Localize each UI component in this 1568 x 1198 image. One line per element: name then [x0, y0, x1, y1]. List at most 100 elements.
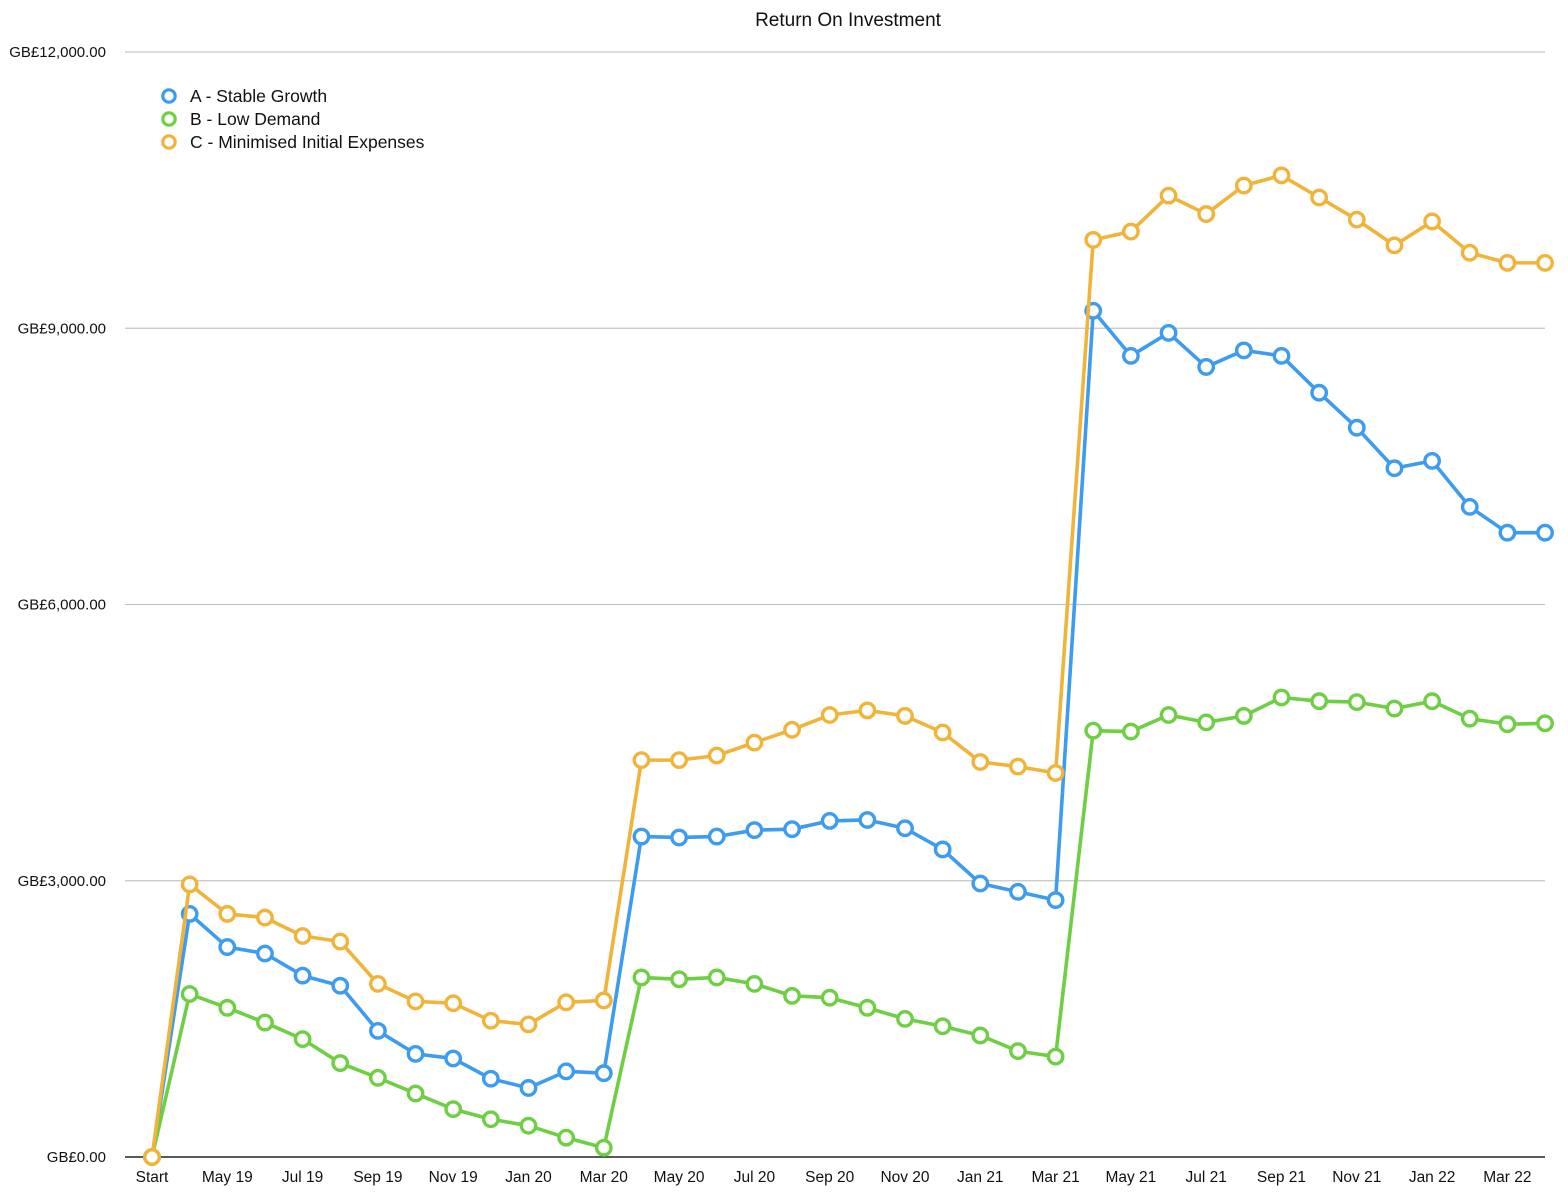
data-point	[519, 1116, 538, 1135]
data-point	[1536, 253, 1554, 272]
data-point	[557, 1062, 576, 1081]
data-point	[1197, 358, 1216, 376]
data-point	[971, 874, 990, 893]
data-point	[1498, 253, 1517, 272]
series-group	[143, 166, 1554, 1166]
data-point	[1122, 222, 1140, 241]
data-point	[331, 1054, 350, 1072]
y-tick-label: GB£6,000.00	[18, 597, 106, 614]
series-2	[143, 688, 1554, 1166]
data-point	[858, 998, 877, 1017]
data-point	[1046, 1047, 1065, 1066]
legend-label: A - Stable Growth	[190, 86, 327, 106]
data-point	[368, 1021, 387, 1040]
data-point	[820, 811, 839, 830]
data-point	[858, 701, 877, 720]
x-tick-label: Jul 20	[734, 1169, 776, 1186]
data-point	[745, 733, 764, 752]
x-axis-ticks: Start May 19 Jul 19 Sep 19 Nov 19 Jan 20 Mar 2…	[136, 1169, 1532, 1186]
data-point	[481, 1011, 500, 1030]
data-point	[1234, 341, 1253, 360]
x-tick-label: May 20	[654, 1169, 705, 1186]
data-point	[1159, 323, 1178, 342]
x-tick-label: May 19	[202, 1169, 253, 1186]
x-tick-label: Sep 21	[1257, 1169, 1306, 1186]
data-point	[1498, 523, 1517, 542]
data-point	[1272, 346, 1291, 365]
series-1	[143, 301, 1554, 1166]
data-point	[444, 1049, 463, 1068]
data-point	[481, 1110, 500, 1129]
x-tick-label: Jul 19	[282, 1169, 323, 1186]
data-point	[1385, 699, 1404, 718]
x-tick-label: Nov 21	[1332, 1169, 1381, 1186]
data-point	[1385, 459, 1404, 478]
data-point	[444, 994, 463, 1013]
data-point	[858, 811, 877, 829]
data-point	[557, 993, 576, 1012]
x-tick-label: Jan 21	[957, 1169, 1004, 1186]
x-tick-label: Nov 20	[880, 1169, 929, 1186]
data-point	[896, 819, 914, 838]
data-point	[256, 908, 274, 927]
data-point	[180, 985, 199, 1003]
data-point	[368, 1068, 387, 1087]
data-point	[180, 875, 199, 894]
data-point	[519, 1079, 538, 1097]
data-point	[1197, 205, 1216, 223]
data-point	[594, 1064, 613, 1083]
gridlines	[125, 51, 1545, 1158]
data-point	[519, 1015, 538, 1034]
data-point	[1385, 236, 1404, 255]
legend-marker	[161, 111, 177, 127]
legend-label: C - Minimised Initial Expenses	[190, 132, 425, 152]
data-point	[481, 1069, 500, 1088]
data-point	[670, 751, 688, 770]
y-tick-label: GB£9,000.00	[18, 320, 106, 337]
legend-label: B - Low Demand	[190, 109, 320, 129]
data-point	[783, 820, 801, 839]
data-point	[933, 723, 952, 742]
x-tick-label: Mar 20	[580, 1169, 629, 1186]
data-point	[406, 992, 425, 1011]
data-point	[1460, 243, 1479, 262]
data-point	[1234, 707, 1253, 725]
data-point	[896, 1009, 914, 1028]
series-line	[150, 695, 1547, 1159]
data-point	[670, 970, 688, 989]
data-point	[1310, 383, 1329, 402]
data-point	[1009, 882, 1027, 901]
legend-item: B - Low Demand	[161, 109, 320, 129]
data-point	[256, 944, 274, 963]
data-point	[293, 1030, 312, 1049]
y-tick-label: GB£3,000.00	[18, 873, 106, 890]
data-point	[1234, 176, 1253, 195]
x-tick-label: Sep 20	[805, 1169, 855, 1186]
data-point	[594, 991, 613, 1010]
y-axis-ticks: GB£0.00 GB£3,000.00 GB£6,000.00 GB£9,000.00…	[9, 44, 106, 1166]
data-point	[218, 905, 237, 923]
data-point	[933, 1017, 952, 1036]
data-point	[1159, 186, 1178, 205]
data-point	[1272, 166, 1291, 185]
data-point	[1084, 721, 1103, 740]
data-point	[1046, 891, 1065, 909]
data-point	[557, 1128, 576, 1147]
chart-title: Return On Investment	[755, 10, 942, 31]
data-point	[1197, 713, 1216, 732]
data-point	[670, 828, 688, 847]
data-point	[594, 1138, 613, 1157]
data-point	[896, 707, 914, 725]
data-point	[1460, 497, 1479, 516]
data-point	[971, 753, 990, 771]
data-point	[406, 1084, 425, 1103]
data-point	[820, 706, 839, 724]
data-point	[293, 966, 312, 985]
data-point	[933, 840, 952, 859]
data-point	[406, 1044, 425, 1063]
data-point	[783, 986, 801, 1005]
x-tick-label: Jan 20	[505, 1169, 552, 1186]
data-point	[444, 1100, 463, 1119]
legend-marker	[161, 134, 177, 150]
